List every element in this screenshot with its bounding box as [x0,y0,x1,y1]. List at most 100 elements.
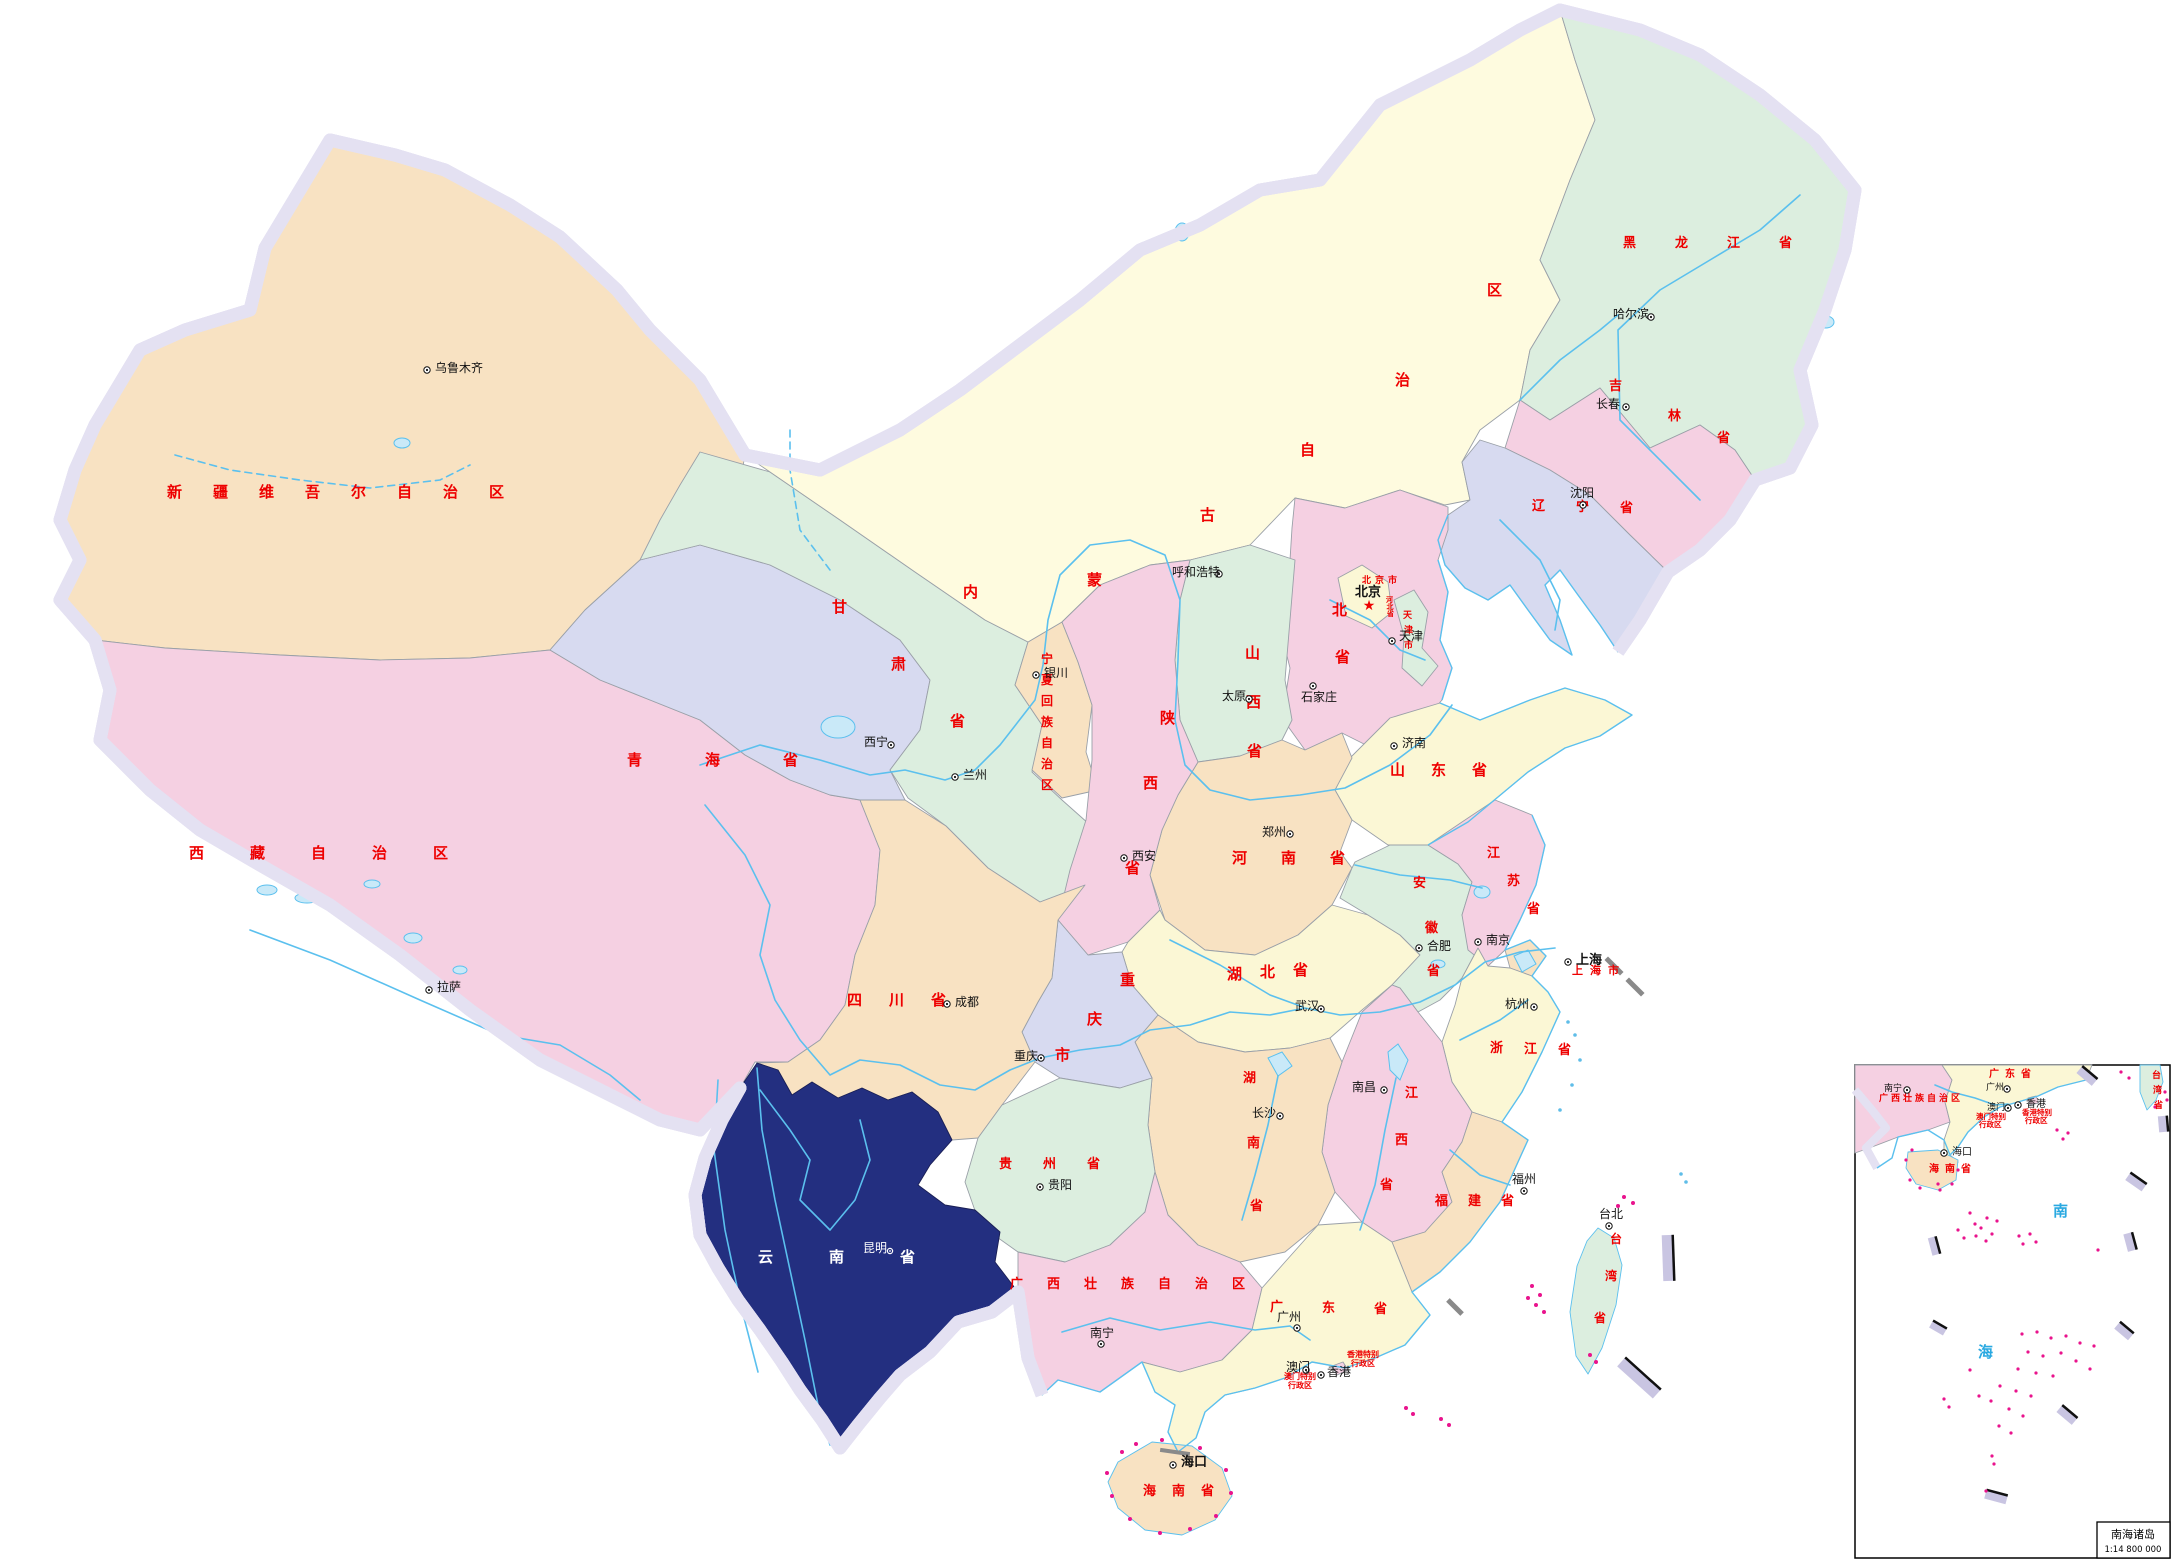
river-songhua [1617,194,1801,501]
island-dot [2021,1414,2025,1418]
label-hebei: 北省 [1332,601,1350,666]
city-石家庄[interactable]: 石家庄 [1301,682,1337,704]
label-neimenggu-char: 内 [963,583,978,601]
island-dot [1995,1219,1999,1223]
label-mo-sar-2: 行政区 [1287,1380,1312,1390]
city-武汉[interactable]: 武汉 [1295,999,1325,1013]
river-huai [1354,864,1483,889]
inset-region-taiwan[interactable] [2139,1064,2164,1111]
island-dot [1908,1178,1912,1182]
sea-boundary-dash [1661,1234,1676,1282]
province-beijing[interactable] [1337,564,1393,629]
label-zhejiang-char: 江 [1524,1041,1537,1057]
capital-star-icon: ★ [1363,598,1376,614]
city-marker-dot [1099,1342,1103,1346]
city-广州[interactable]: 广州 [1277,1310,1301,1332]
province-hainan[interactable] [1107,1441,1233,1536]
island-dot [1904,1158,1908,1162]
city-沈阳[interactable]: 沈阳 [1570,485,1594,509]
river-yellow [699,539,1453,801]
city-成都[interactable]: 成都 [943,995,979,1009]
city-台北[interactable]: 台北 [1599,1206,1623,1230]
island-dot [2041,1354,2045,1358]
city-郑州[interactable]: 郑州 [1262,824,1294,839]
label-chongqing-char: 市 [1055,1046,1070,1064]
city-label: 澳门 [1987,1101,2005,1113]
city-label: 石家庄 [1301,689,1337,704]
island-dot [1962,1236,1966,1240]
city-海口[interactable]: 海口 [1169,1454,1207,1470]
city-济南[interactable]: 济南 [1390,735,1426,750]
inset-label-guangxi-char: 治 [1939,1092,1948,1104]
city-南宁[interactable]: 南宁 [1884,1082,1911,1094]
city-澳门[interactable]: 澳门 [1987,1101,2012,1113]
inset-label-hk-2-char: 区 [2040,1116,2048,1125]
city-天津[interactable]: 天津 [1388,629,1423,645]
city-拉萨[interactable]: 拉萨 [425,979,461,994]
city-南京[interactable]: 南京 [1474,932,1510,947]
lake-qinghai [820,715,856,739]
city-西宁[interactable]: 西宁 [864,734,895,749]
city-西安[interactable]: 西安 [1120,848,1156,863]
city-label: 成都 [955,995,979,1009]
city-label: 香港 [2026,1098,2046,1110]
city-南宁[interactable]: 南宁 [1090,1325,1114,1348]
city-上海[interactable]: 上海 [1564,952,1602,968]
lake [452,965,468,975]
city-兰州[interactable]: 兰州 [951,768,987,782]
city-合肥[interactable]: 合肥 [1415,938,1451,953]
city-太原[interactable]: 太原 [1222,688,1253,703]
city-香港[interactable]: 香港 [1317,1365,1351,1379]
city-杭州[interactable]: 杭州 [1505,996,1538,1011]
city-label: 郑州 [1262,824,1286,839]
label-heilongjiang-char: 省 [1778,235,1792,251]
city-marker-icon[interactable] [886,1247,894,1255]
city-福州[interactable]: 福州 [1512,1171,1536,1195]
inset-label-guangdong-char: 广 [1989,1067,1999,1080]
label-hubei-char: 湖 [1227,965,1242,983]
city-北京[interactable]: ★北京 [1355,584,1381,614]
inset-title: 南海诸岛 [2111,1527,2155,1541]
city-marker-dot [1607,1224,1611,1228]
island-dot [2035,1330,2039,1334]
label-beijing-shi-char: 市 [1388,574,1397,586]
city-广州[interactable]: 广州 [1986,1081,2011,1093]
city-长沙[interactable]: 长沙 [1252,1106,1284,1120]
label-fujian-char: 建 [1468,1193,1481,1209]
city-南昌[interactable]: 南昌 [1352,1079,1388,1094]
city-marker-dot [1417,946,1421,950]
city-marker-dot [1319,1007,1323,1011]
province-tianjin[interactable] [1393,589,1439,687]
city-澳门[interactable]: 澳门 [1286,1359,1310,1374]
label-anhui-char: 徽 [1424,920,1439,936]
city-银川[interactable]: 银川 [1032,666,1068,680]
inset-label-guangxi: 广西壮族自治区 [1879,1092,1960,1104]
label-jiangxi-char: 江 [1405,1085,1418,1101]
city-长春[interactable]: 长春 [1596,397,1630,411]
label-jiangxi-char: 西 [1395,1133,1408,1148]
city-呼和浩特[interactable]: 呼和浩特 [1172,564,1223,579]
label-ningxia-char: 族 [1041,714,1054,729]
province-taiwan[interactable] [1569,1227,1623,1375]
city-marker-dot [427,988,431,992]
city-香港[interactable]: 香港 [2014,1098,2046,1110]
region-hongkong[interactable] [1331,1361,1349,1376]
city-乌鲁木齐[interactable]: 乌鲁木齐 [423,360,483,375]
inset-label-hainan: 海南省 [1929,1162,1971,1175]
river-pearl [1061,1317,1311,1341]
island-dot [1573,1033,1577,1037]
label-hainan-char: 海 [1143,1483,1156,1499]
label-gansu-char: 省 [949,712,965,730]
city-marker-dot [2005,1087,2009,1091]
city-label: 北京 [1355,584,1381,600]
city-昆明[interactable]: 昆明 [863,1241,894,1255]
label-taiwan-char: 湾 [1605,1268,1617,1283]
city-贵阳[interactable]: 贵阳 [1036,1178,1072,1192]
island-dot [1120,1450,1124,1454]
city-重庆[interactable]: 重庆 [1014,1049,1045,1063]
inset-label-guangdong-char: 东 [2005,1067,2015,1080]
city-哈尔滨[interactable]: 哈尔滨 [1613,306,1655,321]
city-label: 哈尔滨 [1613,306,1649,321]
city-海口[interactable]: 海口 [1940,1145,1972,1158]
